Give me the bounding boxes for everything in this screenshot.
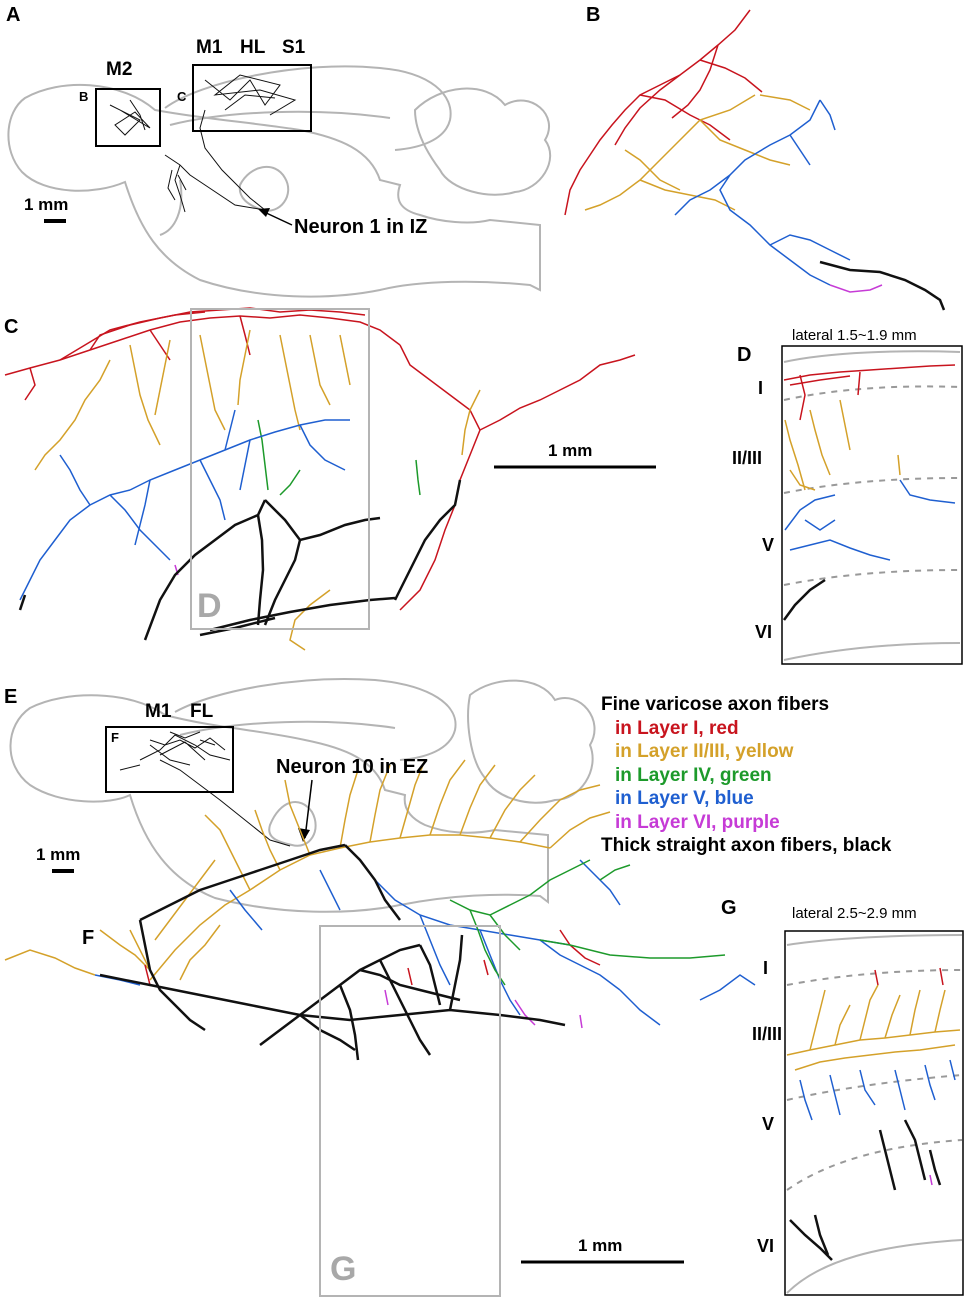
legend-item-thick: Thick straight axon fibers, black	[601, 835, 892, 856]
color-legend: Fine varicose axon fibers in Layer I, re…	[601, 693, 891, 858]
panel-a-region-hl: HL	[240, 37, 266, 58]
legend-item-layer-vi: in Layer VI, purple	[615, 811, 780, 833]
panel-e-arrow	[304, 779, 313, 839]
legend-title: Fine varicose axon fibers	[601, 694, 830, 715]
legend-item-layer-i: in Layer I, red	[615, 717, 739, 739]
panel-e-neuron-trace	[119, 731, 291, 847]
panel-g-frame	[784, 930, 964, 1296]
panel-g-layer-ii-iii: II/III	[752, 1024, 783, 1044]
panel-g-trace	[786, 967, 961, 1261]
panel-b-letter: B	[586, 4, 601, 26]
legend-item-layer-iv: in Layer IV, green	[615, 764, 772, 786]
panel-a-box-b-label: B	[79, 89, 89, 104]
panel-g-layer-i: I	[763, 958, 769, 978]
panel-a-neuron-trace	[109, 74, 297, 213]
panel-a-brain-outline	[7, 65, 552, 298]
panel-e-box-f-label: F	[111, 730, 119, 745]
panel-d-layer-ii-iii: II/III	[732, 448, 763, 468]
panel-c-box-d	[190, 308, 370, 630]
legend-item-layer-ii-iii: in Layer II/III, yellow	[615, 741, 794, 762]
panel-d-title: lateral 1.5~1.9 mm	[792, 327, 917, 344]
panel-f-box-label: G	[330, 1250, 357, 1288]
panel-g-pia	[786, 934, 963, 946]
legend-item-layer-v: in Layer V, blue	[615, 788, 754, 809]
panel-a-region-m1: M1	[196, 37, 223, 58]
panel-f-letter: F	[82, 927, 95, 949]
panel-d-letter: D	[737, 344, 752, 366]
panel-f-box-g	[319, 925, 501, 1297]
panel-c-scale-label: 1 mm	[548, 441, 593, 460]
panel-a-region-s1: S1	[282, 37, 306, 58]
panel-a-arrowhead	[258, 208, 270, 217]
panel-g-layer-vi: VI	[757, 1236, 775, 1256]
panel-a-annotation: Neuron 1 in IZ	[294, 216, 428, 238]
panel-d-layer-vi: VI	[755, 622, 773, 642]
panel-a-box-b	[95, 88, 161, 147]
panel-g-layer-boundaries	[786, 969, 963, 1191]
panel-d-frame	[781, 345, 963, 665]
panel-a-region-m2: M2	[106, 59, 133, 80]
panel-b-trace	[564, 9, 946, 311]
panel-a-letter: A	[6, 4, 21, 26]
panel-d-white-matter	[783, 642, 961, 661]
panel-f-scale-label: 1 mm	[578, 1236, 623, 1255]
panel-g-letter: G	[721, 897, 737, 919]
panel-d-pia	[783, 350, 961, 363]
panel-d-layer-boundaries	[783, 385, 961, 586]
panel-a-scale-label: 1 mm	[24, 195, 69, 214]
panel-f-trace	[4, 759, 756, 1061]
panel-d-layer-i: I	[758, 378, 764, 398]
panel-e-letter: E	[4, 686, 18, 708]
panel-a-box-c	[192, 64, 312, 132]
panel-d-layer-v: V	[762, 535, 775, 555]
panel-e-annotation: Neuron 10 in EZ	[276, 756, 429, 778]
panel-a-box-c-label: C	[177, 89, 187, 104]
panel-e-region-fl: FL	[190, 701, 214, 722]
panel-c-letter: C	[4, 316, 19, 338]
panel-g-white-matter	[786, 1239, 963, 1294]
panel-e-box-f	[105, 726, 234, 793]
panel-e-region-m1: M1	[145, 701, 172, 722]
panel-d-trace	[782, 364, 956, 621]
panel-g-layer-v: V	[762, 1114, 775, 1134]
panel-c-trace	[4, 307, 636, 651]
panel-g-title: lateral 2.5~2.9 mm	[792, 905, 917, 922]
panel-e-brain-outline	[9, 678, 596, 913]
panel-c-box-label: D	[197, 587, 222, 625]
panel-e-scale-label: 1 mm	[36, 845, 81, 864]
